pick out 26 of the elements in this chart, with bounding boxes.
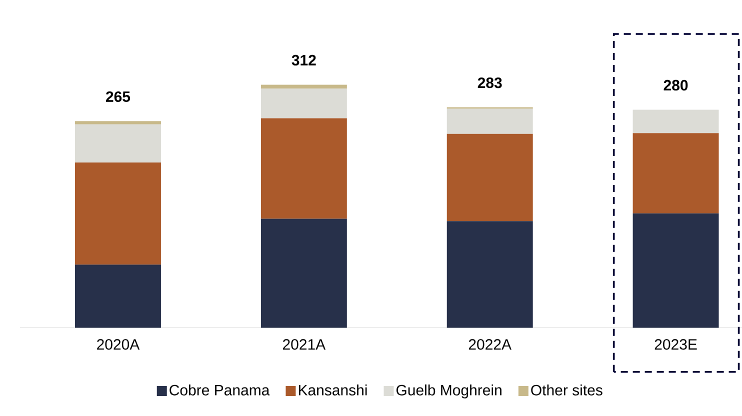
legend-label: Cobre Panama <box>170 384 270 396</box>
bar <box>446 134 533 222</box>
bar <box>75 124 161 163</box>
bar <box>260 218 347 328</box>
bar <box>632 213 719 328</box>
bar <box>632 110 719 134</box>
x-tick-label: 2023E <box>654 339 697 350</box>
x-tick-label: 2020A <box>97 339 140 350</box>
bar <box>260 118 347 219</box>
bar <box>260 88 347 118</box>
x-tick-label: 2021A <box>283 339 326 350</box>
bar <box>632 133 719 214</box>
x-tick-label: 2022A <box>468 339 512 350</box>
bar <box>260 84 347 89</box>
annotation: 265 <box>106 91 130 102</box>
bar <box>75 264 161 328</box>
bar <box>75 121 161 124</box>
legend-label: Other sites <box>531 384 602 396</box>
bar <box>75 162 161 265</box>
annotation: 283 <box>478 78 502 88</box>
legend-label: Kansanshi <box>298 384 367 396</box>
annotation: 312 <box>292 54 316 66</box>
annotation: 280 <box>664 80 688 91</box>
bar <box>446 108 533 134</box>
bar <box>446 221 533 328</box>
legend-label: Guelb Moghrein <box>396 384 502 398</box>
